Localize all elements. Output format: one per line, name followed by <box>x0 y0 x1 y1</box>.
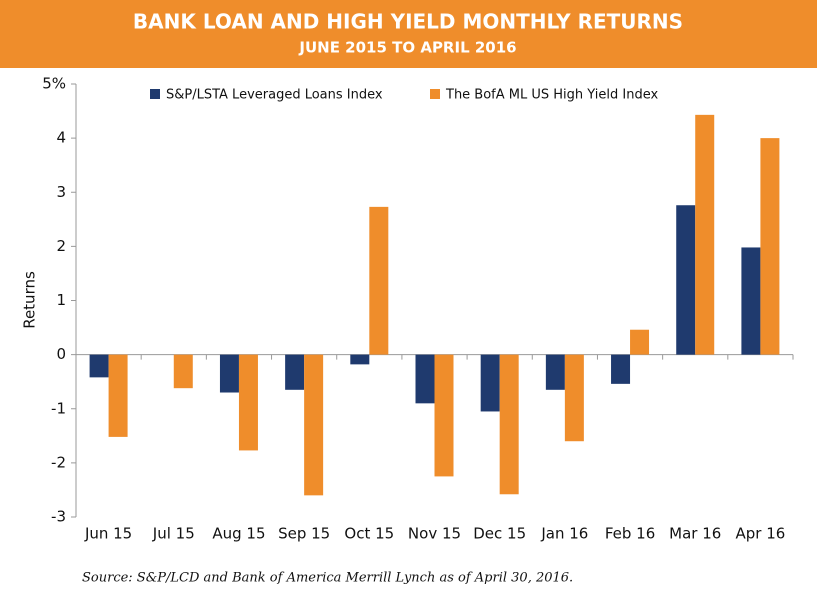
y-tick-label: 4 <box>56 129 66 147</box>
y-tick-label: 3 <box>56 183 66 201</box>
y-tick-label: 2 <box>56 237 66 255</box>
x-tick-label: Dec 15 <box>473 525 526 543</box>
bar <box>499 354 519 495</box>
legend-swatch <box>430 89 440 99</box>
bar <box>611 354 631 384</box>
bar <box>480 354 500 412</box>
y-tick-label: 0 <box>56 345 66 363</box>
bar <box>173 354 193 389</box>
header-band <box>0 0 817 68</box>
legend-label: S&P/LSTA Leveraged Loans Index <box>166 88 383 103</box>
bar <box>434 354 454 477</box>
bar <box>350 354 370 365</box>
bar <box>304 354 324 496</box>
y-tick-label: 5% <box>42 75 66 93</box>
y-tick-label: -2 <box>51 453 66 471</box>
bar <box>238 354 258 451</box>
chart-subtitle: JUNE 2015 TO APRIL 2016 <box>298 39 516 57</box>
bar <box>741 247 761 355</box>
x-tick-label: Oct 15 <box>344 525 394 543</box>
legend-swatch <box>150 89 160 99</box>
x-tick-label: Nov 15 <box>408 525 461 543</box>
bar <box>545 354 565 390</box>
x-tick-label: Apr 16 <box>736 525 786 543</box>
bar <box>369 206 389 355</box>
bar <box>415 354 435 404</box>
y-axis-label: Returns <box>21 271 39 329</box>
bar <box>285 354 305 390</box>
bar <box>108 354 128 437</box>
bar <box>695 114 715 355</box>
x-tick-label: Jun 15 <box>84 525 132 543</box>
y-tick-label: -3 <box>51 508 66 526</box>
x-tick-label: Jul 15 <box>152 525 195 543</box>
bar <box>564 354 584 442</box>
y-tick-label: -1 <box>51 399 66 417</box>
x-tick-label: Sep 15 <box>278 525 330 543</box>
legend-label: The BofA ML US High Yield Index <box>445 88 658 103</box>
bar <box>219 354 239 393</box>
bar <box>676 205 696 355</box>
bar <box>760 138 780 355</box>
x-tick-label: Feb 16 <box>605 525 655 543</box>
bar <box>630 329 650 355</box>
x-tick-label: Mar 16 <box>669 525 721 543</box>
y-tick-label: 1 <box>56 291 66 309</box>
chart-title: BANK LOAN AND HIGH YIELD MONTHLY RETURNS <box>133 10 683 34</box>
source-note: Source: S&P/LCD and Bank of America Merr… <box>82 571 573 586</box>
x-tick-label: Aug 15 <box>212 525 265 543</box>
bar <box>89 354 109 378</box>
x-tick-label: Jan 16 <box>540 525 588 543</box>
